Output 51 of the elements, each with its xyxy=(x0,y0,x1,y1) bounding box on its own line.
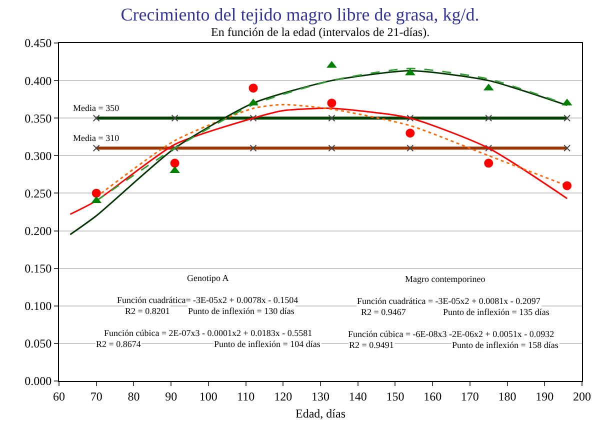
x-tick-label: 70 xyxy=(90,389,102,404)
point xyxy=(484,158,494,168)
y-tick-label: 0.350 xyxy=(24,111,52,126)
point xyxy=(562,181,572,190)
x-tick-label: 180 xyxy=(498,389,516,404)
y-tick-label: 0.400 xyxy=(24,74,52,88)
point xyxy=(327,98,336,108)
y-tick-label: 0.000 xyxy=(24,374,52,388)
y-tick-label: 0.150 xyxy=(24,262,52,276)
x-tick-label: 90 xyxy=(165,389,178,404)
annotation: R2 = 0.8674 xyxy=(96,339,142,349)
x-tick-label: 200 xyxy=(573,389,591,404)
annotation: Punto de inflexión = 158 días xyxy=(452,340,559,350)
x-tick-label: 160 xyxy=(424,389,442,404)
point xyxy=(170,158,180,168)
y-tick-label: 0.100 xyxy=(24,299,52,314)
annotation: Genotipo A xyxy=(187,273,230,283)
x-tick-label: 190 xyxy=(536,389,554,404)
x-tick-label: 140 xyxy=(348,389,367,404)
x-tick-label: 100 xyxy=(199,389,218,404)
point xyxy=(92,188,101,198)
x-tick-label: 130 xyxy=(312,389,330,404)
annotation: Media = 310 xyxy=(73,133,120,143)
x-tick-label: 120 xyxy=(274,389,292,404)
x-axis-title: Edad, días xyxy=(296,406,346,420)
y-tick-label: 0.250 xyxy=(24,186,52,200)
y-tick-label: 0.050 xyxy=(24,336,52,351)
x-tick-label: 150 xyxy=(386,389,404,404)
x-tick-label: 80 xyxy=(128,389,140,404)
x-tick-label: 170 xyxy=(460,389,479,404)
point xyxy=(248,84,258,93)
annotation: Magro contemporineo xyxy=(405,274,486,284)
x-tick-label: 110 xyxy=(237,389,255,404)
y-tick-label: 0.200 xyxy=(24,224,52,238)
chart-subtitle: En función de la edad (intervalos de 21-días). xyxy=(211,25,430,39)
annotation: R2 = 0.8201 xyxy=(125,306,170,316)
annotation: R2 = 0.9467 xyxy=(361,307,406,317)
annotation: Función cuadrática = -3E-05x2 + 0.0081x - 0.2097 xyxy=(357,296,541,306)
x-tick-label: 60 xyxy=(53,389,65,404)
y-tick-label: 0.300 xyxy=(24,148,52,163)
chart-title: Crecimiento del tejido magro libre de grasa, kg/d. xyxy=(120,4,480,24)
point xyxy=(406,128,415,138)
annotation: R2 = 0.9491 xyxy=(349,340,394,350)
annotation: Punto de inflexión = 104 días xyxy=(214,339,321,349)
annotation: Punto de inflexión = 130 días xyxy=(188,306,295,316)
annotation: Función cuadrática= -3E-05x2 + 0.0078x - 0.1504 xyxy=(117,295,299,305)
annotation: Punto de inflexión = 135 días xyxy=(443,307,550,317)
annotation: Media = 350 xyxy=(73,103,120,113)
annotation: Función cúbica = -6E-08x3 -2E-06x2 + 0.0051x - 0.0932 xyxy=(348,329,554,339)
y-tick-label: 0.450 xyxy=(24,36,52,50)
annotation: Función cúbica = 2E-07x3 - 0.0001x2 + 0.0183x - 0.5581 xyxy=(104,328,312,338)
